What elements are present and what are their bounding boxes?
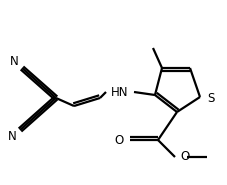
Text: S: S	[206, 92, 213, 105]
Text: N: N	[7, 130, 16, 144]
Text: O: O	[179, 151, 188, 164]
Text: HN: HN	[111, 85, 128, 98]
Text: O: O	[114, 134, 123, 147]
Text: N: N	[10, 55, 18, 68]
